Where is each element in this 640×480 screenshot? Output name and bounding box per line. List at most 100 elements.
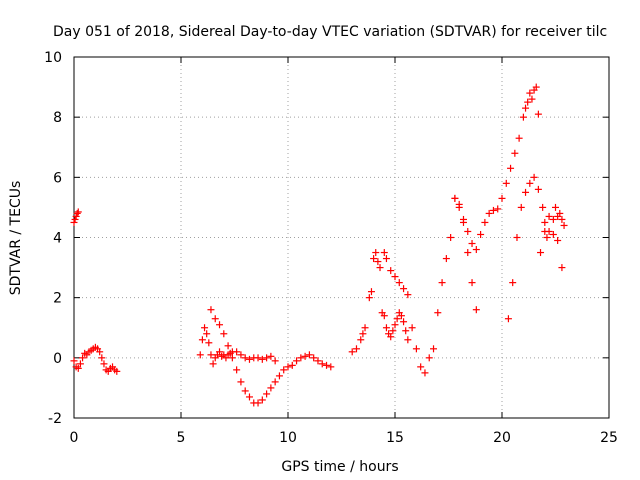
data-point — [301, 352, 309, 360]
data-point — [507, 164, 515, 172]
data-point — [241, 387, 249, 395]
data-points — [70, 83, 568, 407]
data-point — [447, 234, 455, 241]
data-point — [297, 354, 305, 362]
axis-ticks: 0 5 10 15 20 25 -2 0 2 4 6 8 10 — [44, 50, 618, 446]
data-point — [498, 194, 506, 202]
data-point — [113, 367, 121, 375]
data-point — [203, 330, 211, 338]
data-point — [519, 113, 527, 121]
x-tick-label: 10 — [279, 430, 297, 446]
data-point — [513, 234, 521, 241]
data-point — [216, 321, 224, 329]
data-point — [207, 306, 215, 314]
data-point — [511, 149, 519, 157]
x-tick-label: 5 — [177, 430, 186, 446]
data-point — [271, 357, 279, 365]
data-point — [397, 312, 405, 320]
y-axis-title: SDTVAR / TECUs — [8, 181, 24, 296]
data-point — [558, 264, 566, 272]
data-point — [442, 255, 450, 263]
data-point — [530, 173, 538, 181]
data-point — [504, 315, 512, 323]
data-point — [515, 134, 523, 142]
data-point — [224, 342, 232, 350]
data-point — [425, 354, 433, 362]
data-point — [96, 348, 104, 356]
data-point — [468, 240, 476, 248]
data-point — [554, 237, 562, 245]
y-tick-label: 0 — [53, 351, 62, 367]
data-point — [76, 360, 84, 368]
data-point — [205, 339, 213, 347]
data-point — [310, 354, 318, 362]
data-point — [417, 363, 425, 371]
data-point — [408, 324, 416, 332]
data-point — [267, 352, 275, 360]
data-point — [438, 279, 446, 287]
data-point — [228, 354, 236, 362]
data-point — [382, 255, 390, 263]
data-point — [367, 288, 375, 296]
data-point — [245, 355, 253, 363]
data-point — [560, 221, 568, 229]
data-point — [237, 378, 245, 386]
chart-title: Day 051 of 2018, Sidereal Day-to-day VTE… — [53, 24, 607, 40]
data-point — [357, 336, 365, 344]
data-point — [207, 351, 215, 359]
data-point — [74, 208, 82, 216]
y-tick-label: -2 — [48, 411, 62, 427]
data-point — [280, 366, 288, 374]
data-point — [376, 264, 384, 272]
x-tick-label: 25 — [600, 430, 618, 446]
data-point — [412, 345, 420, 353]
data-point — [382, 324, 390, 332]
data-point — [534, 110, 542, 118]
data-point — [472, 306, 480, 314]
data-point — [502, 179, 510, 187]
data-point — [196, 351, 204, 359]
data-point — [327, 363, 335, 371]
data-point — [532, 83, 540, 91]
data-point — [434, 309, 442, 317]
data-point — [271, 378, 279, 386]
data-point — [380, 249, 388, 257]
data-point — [288, 361, 296, 369]
data-point — [526, 89, 534, 97]
data-point — [220, 330, 228, 338]
x-tick-label: 20 — [493, 430, 511, 446]
data-point — [314, 357, 322, 365]
data-point — [552, 203, 559, 211]
data-point — [70, 218, 78, 226]
y-tick-label: 8 — [53, 110, 62, 126]
x-axis-title: GPS time / hours — [281, 459, 398, 475]
data-point — [216, 348, 224, 356]
data-point — [395, 279, 403, 287]
data-point — [537, 249, 545, 257]
data-point — [526, 179, 534, 187]
data-point — [254, 399, 262, 407]
data-point — [387, 267, 395, 275]
data-point — [549, 230, 557, 238]
data-point — [472, 246, 480, 254]
data-point — [451, 194, 459, 202]
data-point — [400, 285, 408, 293]
data-point — [258, 396, 266, 404]
data-point — [494, 205, 502, 213]
data-point — [267, 384, 275, 392]
y-tick-label: 6 — [53, 170, 62, 186]
data-point — [71, 215, 79, 223]
data-point — [528, 95, 536, 103]
data-point — [305, 351, 313, 359]
data-point — [489, 206, 497, 214]
data-point — [198, 336, 206, 344]
data-point — [284, 363, 292, 371]
data-point — [459, 215, 467, 223]
data-point — [400, 318, 408, 326]
data-point — [477, 230, 485, 238]
data-point — [517, 203, 525, 211]
data-point — [352, 345, 360, 353]
data-point — [241, 354, 249, 362]
data-point — [522, 104, 530, 112]
